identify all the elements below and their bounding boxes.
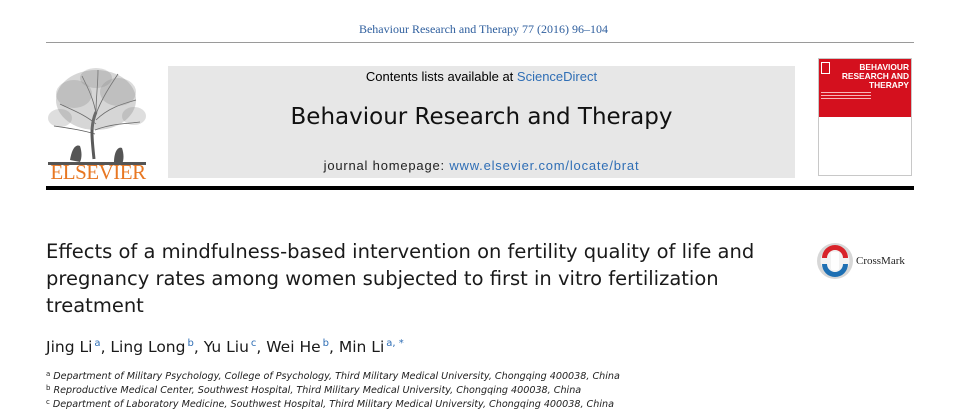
contents-line: Contents lists available at ScienceDirec… [168, 69, 795, 84]
homepage-link[interactable]: www.elsevier.com/locate/brat [449, 158, 640, 173]
cover-red-band: BEHAVIOUR RESEARCH AND THERAPY [819, 59, 911, 117]
journal-banner: Contents lists available at ScienceDirec… [168, 66, 795, 178]
affiliation-letter: a [46, 370, 51, 378]
affiliation-text: Department of Laboratory Medicine, South… [52, 399, 614, 410]
homepage-line: journal homepage: www.elsevier.com/locat… [168, 158, 795, 173]
author-affiliation-link[interactable]: c [250, 338, 257, 349]
author-affiliation-link[interactable]: b [322, 338, 330, 349]
cover-title: BEHAVIOUR RESEARCH AND THERAPY [841, 62, 909, 90]
affiliation-text: Department of Military Psychology, Colle… [53, 371, 620, 382]
crossmark-label: CrossMark [856, 255, 905, 267]
author-name: Jing Li [46, 338, 93, 356]
author-affiliation-link[interactable]: a [94, 338, 101, 349]
affiliation-letter: b [46, 384, 51, 392]
elsevier-tree-icon [48, 68, 146, 165]
banner-top-rule [46, 42, 914, 43]
homepage-prefix: journal homepage: [323, 158, 450, 173]
article-title: Effects of a mindfulness-based intervent… [46, 240, 755, 317]
author-name: Yu Liu [203, 338, 249, 356]
author-name: Wei He [266, 338, 321, 356]
journal-name: Behaviour Research and Therapy [290, 104, 673, 130]
affiliation-a: a Department of Military Psychology, Coll… [46, 370, 906, 382]
sciencedirect-link[interactable]: ScienceDirect [516, 69, 598, 84]
affiliation-b: b Reproductive Medical Center, Southwest … [46, 384, 906, 396]
author-name: Min Li [338, 338, 385, 356]
journal-cover-thumbnail[interactable]: BEHAVIOUR RESEARCH AND THERAPY [818, 58, 912, 176]
affiliation-c: c Department of Laboratory Medicine, Sout… [46, 398, 906, 410]
affiliation-text: Reproductive Medical Center, Southwest H… [53, 385, 582, 396]
banner-bottom-rule [46, 186, 914, 190]
elsevier-wordmark[interactable]: ELSEVIER [50, 160, 146, 184]
author-name: Ling Long [110, 338, 186, 356]
cover-text-lines [821, 92, 871, 101]
author-affiliation-link[interactable]: b [187, 338, 194, 349]
contents-prefix: Contents lists available at [365, 69, 517, 84]
cover-logo-icon [821, 62, 830, 74]
author-affiliation-link[interactable]: a, * [386, 338, 404, 349]
author-list: Jing Li a, Ling Long b, Yu Liu c, Wei He b, … [46, 338, 404, 356]
crossmark-icon [817, 243, 853, 279]
journal-citation[interactable]: Behaviour Research and Therapy 77 (2016)… [358, 22, 609, 36]
crossmark-badge[interactable]: CrossMark [816, 241, 916, 281]
affiliation-letter: c [46, 398, 50, 406]
